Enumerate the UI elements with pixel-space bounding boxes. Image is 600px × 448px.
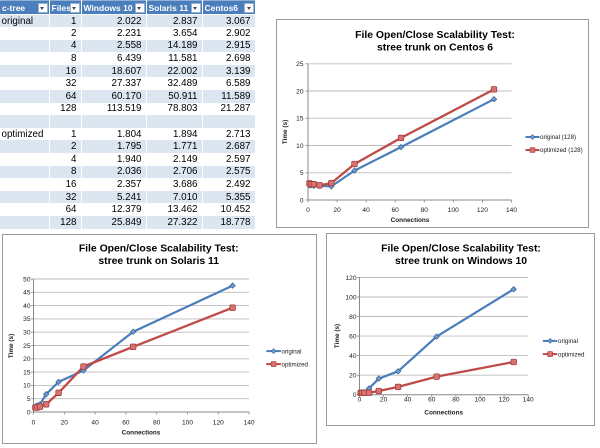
- svg-text:Connections: Connections: [424, 410, 463, 417]
- svg-text:optimized (128): optimized (128): [540, 147, 583, 154]
- svg-text:stree trunk on Solaris 11: stree trunk on Solaris 11: [98, 256, 219, 267]
- svg-text:60: 60: [122, 420, 130, 427]
- svg-text:Time (s): Time (s): [334, 324, 341, 348]
- svg-text:120: 120: [499, 397, 510, 404]
- svg-text:30: 30: [23, 330, 31, 337]
- svg-text:60: 60: [349, 333, 357, 340]
- svg-text:0: 0: [300, 197, 304, 204]
- svg-text:15: 15: [296, 116, 304, 123]
- svg-text:120: 120: [213, 420, 224, 427]
- svg-text:10: 10: [23, 383, 31, 390]
- svg-text:20: 20: [333, 207, 341, 214]
- svg-text:optimized: optimized: [558, 351, 585, 358]
- svg-text:20: 20: [349, 373, 357, 380]
- svg-text:60: 60: [392, 207, 400, 214]
- svg-text:20: 20: [380, 397, 388, 404]
- svg-text:0: 0: [358, 397, 362, 404]
- svg-text:File Open/Close Scalability Te: File Open/Close Scalability Test:: [381, 244, 541, 255]
- svg-text:35: 35: [23, 316, 31, 323]
- svg-text:Time (s): Time (s): [282, 120, 289, 144]
- svg-text:120: 120: [345, 275, 356, 282]
- svg-text:20: 20: [296, 88, 304, 95]
- svg-text:40: 40: [404, 397, 412, 404]
- svg-text:20: 20: [61, 420, 69, 427]
- svg-text:100: 100: [448, 207, 459, 214]
- svg-text:10: 10: [296, 143, 304, 150]
- svg-text:Time (s): Time (s): [8, 334, 15, 358]
- svg-text:40: 40: [23, 303, 31, 310]
- svg-text:stree trunk on Windows 10: stree trunk on Windows 10: [395, 256, 527, 267]
- svg-text:0: 0: [306, 207, 310, 214]
- svg-text:original: original: [282, 348, 302, 355]
- svg-text:120: 120: [477, 207, 488, 214]
- svg-text:Connections: Connections: [391, 217, 430, 224]
- svg-text:original (128): original (128): [540, 134, 576, 141]
- svg-text:15: 15: [23, 369, 31, 376]
- svg-text:0: 0: [32, 420, 36, 427]
- svg-text:100: 100: [474, 397, 485, 404]
- svg-text:Connections: Connections: [122, 430, 161, 437]
- svg-text:80: 80: [452, 397, 460, 404]
- svg-text:0: 0: [353, 392, 357, 399]
- svg-text:25: 25: [296, 61, 304, 68]
- svg-text:140: 140: [244, 420, 255, 427]
- svg-text:optimized: optimized: [282, 361, 309, 368]
- svg-text:20: 20: [23, 356, 31, 363]
- svg-text:40: 40: [349, 353, 357, 360]
- svg-text:80: 80: [349, 314, 357, 321]
- svg-text:5: 5: [300, 170, 304, 177]
- svg-text:5: 5: [27, 396, 31, 403]
- svg-text:0: 0: [27, 409, 31, 416]
- svg-text:140: 140: [523, 397, 534, 404]
- svg-text:original: original: [558, 338, 578, 345]
- svg-text:40: 40: [362, 207, 370, 214]
- svg-text:140: 140: [506, 207, 517, 214]
- svg-text:100: 100: [345, 294, 356, 301]
- svg-text:stree trunk on Centos 6: stree trunk on Centos 6: [377, 43, 493, 54]
- svg-text:50: 50: [23, 276, 31, 283]
- svg-text:80: 80: [153, 420, 161, 427]
- svg-text:45: 45: [23, 290, 31, 297]
- svg-text:25: 25: [23, 343, 31, 350]
- svg-text:40: 40: [91, 420, 99, 427]
- svg-text:100: 100: [182, 420, 193, 427]
- svg-text:80: 80: [421, 207, 429, 214]
- svg-text:60: 60: [428, 397, 436, 404]
- svg-text:File Open/Close Scalability Te: File Open/Close Scalability Test:: [79, 244, 239, 255]
- svg-text:File Open/Close Scalability Te: File Open/Close Scalability Test:: [355, 30, 515, 41]
